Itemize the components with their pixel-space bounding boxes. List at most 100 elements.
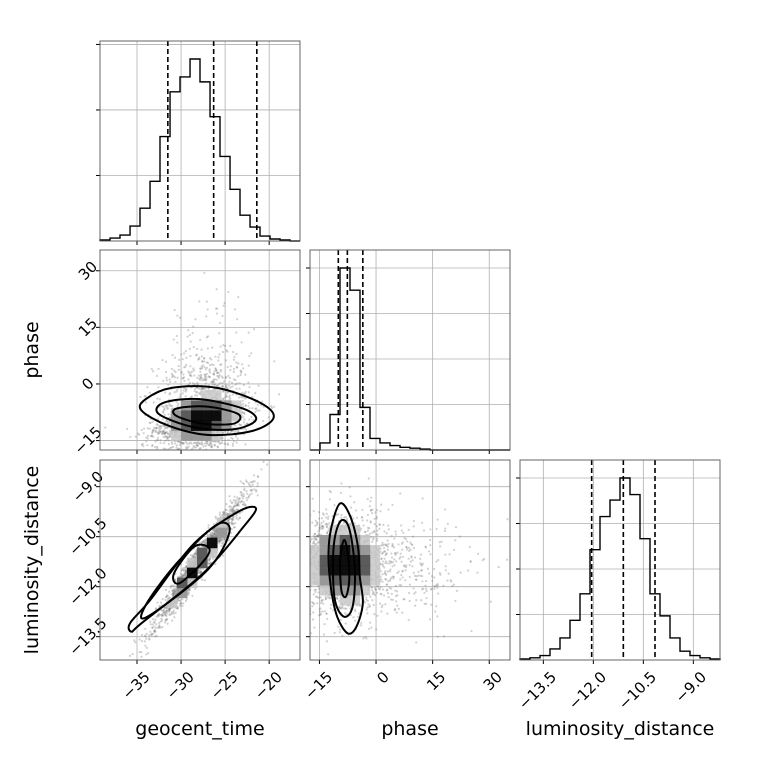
scatter-point: [421, 497, 424, 500]
scatter-point: [235, 352, 238, 356]
scatter-point: [247, 496, 250, 499]
scatter-point: [151, 444, 154, 447]
scatter-point: [313, 588, 316, 592]
scatter-point: [155, 615, 158, 618]
scatter-point: [154, 618, 157, 621]
scatter-point: [250, 489, 253, 493]
scatter-point: [178, 599, 182, 602]
scatter-point: [216, 384, 219, 388]
scatter-point: [175, 334, 178, 338]
scatter-point: [210, 380, 213, 384]
scatter-point: [207, 387, 210, 390]
scatter-point: [389, 598, 393, 601]
scatter-point: [447, 572, 450, 575]
scatter-point: [165, 379, 169, 382]
scatter-point: [410, 556, 413, 559]
scatter-point: [442, 635, 446, 638]
scatter-point: [154, 430, 157, 434]
scatter-point: [395, 611, 398, 614]
scatter-point: [164, 404, 167, 407]
scatter-point: [186, 335, 189, 338]
scatter-point: [161, 432, 164, 435]
scatter-point: [221, 542, 224, 545]
scatter-point: [229, 369, 232, 372]
scatter-point: [180, 353, 183, 356]
scatter-point: [160, 613, 164, 616]
scatter-point: [226, 350, 229, 353]
scatter-point: [151, 623, 154, 626]
scatter-point: [195, 444, 198, 447]
scatter-point: [236, 504, 239, 507]
scatter-point: [164, 425, 167, 428]
scatter-point: [171, 592, 174, 595]
scatter-point: [267, 416, 270, 419]
scatter-point: [171, 374, 174, 377]
scatter-point: [157, 426, 160, 429]
scatter-point: [242, 392, 246, 395]
scatter-point: [336, 597, 339, 600]
scatter-point: [238, 497, 241, 500]
scatter-point: [226, 430, 230, 433]
scatter-point: [171, 407, 174, 410]
scatter-point: [386, 544, 389, 547]
scatter-point: [368, 605, 371, 608]
scatter-point: [353, 501, 356, 504]
scatter-point: [157, 615, 160, 618]
scatter-point: [208, 558, 211, 561]
scatter-point: [423, 591, 426, 595]
scatter-point: [217, 383, 220, 386]
scatter-point: [242, 495, 246, 498]
scatter-point: [156, 614, 160, 617]
scatter-point: [407, 591, 411, 595]
scatter-point: [196, 443, 199, 446]
scatter-point: [166, 608, 169, 612]
scatter-point: [239, 369, 242, 372]
scatter-point: [182, 575, 186, 578]
scatter-point: [194, 382, 197, 386]
scatter-point: [198, 387, 201, 391]
scatter-point: [164, 435, 167, 439]
scatter-point: [234, 424, 237, 427]
scatter-point: [133, 639, 136, 642]
scatter-point: [429, 588, 433, 591]
scatter-point: [140, 428, 143, 432]
scatter-point: [189, 374, 192, 377]
scatter-point: [235, 503, 238, 507]
scatter-point: [240, 370, 243, 373]
scatter-point: [213, 443, 216, 446]
scatter-point: [172, 587, 176, 590]
scatter-point: [158, 624, 161, 627]
scatter-point: [104, 426, 107, 429]
scatter-point: [176, 404, 179, 408]
scatter-point: [199, 338, 202, 342]
scatter-point: [401, 570, 404, 573]
scatter-point: [366, 606, 369, 609]
scatter-point: [195, 551, 198, 555]
scatter-point: [241, 402, 245, 406]
scatter-point: [342, 607, 345, 610]
scatter-point: [201, 386, 204, 390]
scatter-point: [174, 590, 178, 593]
scatter-point: [128, 654, 131, 657]
scatter-point: [164, 598, 167, 602]
scatter-point: [354, 610, 357, 613]
scatter-point: [202, 387, 205, 390]
scatter-point: [218, 540, 221, 543]
scatter-point: [226, 391, 229, 394]
scatter-point: [232, 506, 235, 509]
scatter-point: [390, 561, 393, 564]
scatter-point: [203, 579, 207, 582]
scatter-point: [187, 593, 190, 596]
scatter-point: [232, 378, 236, 381]
scatter-point: [356, 615, 359, 618]
scatter-point: [177, 440, 180, 443]
scatter-point: [157, 438, 160, 442]
scatter-point: [382, 594, 386, 597]
scatter-point: [316, 534, 319, 537]
scatter-point: [215, 384, 219, 387]
scatter-point: [196, 386, 199, 389]
scatter-point: [314, 538, 318, 541]
scatter-point: [224, 508, 227, 511]
scatter-point: [148, 638, 151, 641]
